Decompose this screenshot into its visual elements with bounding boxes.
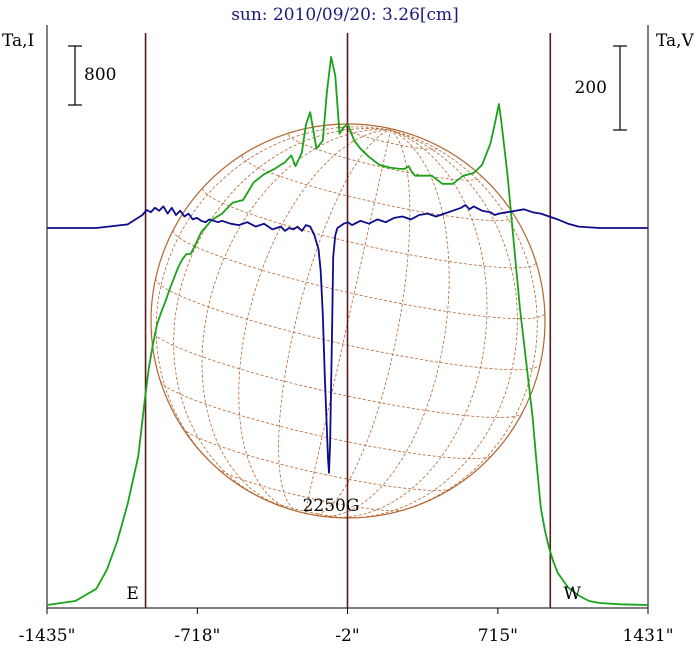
- chart-title: sun: 2010/09/20: 3.26[cm]: [231, 5, 459, 25]
- polarization-line: [47, 204, 648, 474]
- disk-parallel: [155, 278, 541, 371]
- limb-marker-w: W: [564, 584, 582, 604]
- series-group: [46, 56, 649, 606]
- disk-parallel: [241, 155, 515, 221]
- x-tick-label: -1435": [19, 626, 76, 646]
- intensity-line: [46, 56, 649, 606]
- scale-bars: 800 200: [68, 45, 627, 131]
- right-scale-label: 200: [575, 78, 607, 98]
- disk-parallel: [202, 188, 537, 269]
- x-axis-ticks: -1435" -718" -2" 715" 1431": [19, 608, 674, 646]
- peak-annotation: 2250G: [303, 496, 360, 516]
- disk-parallel: [339, 125, 440, 150]
- disk-meridian: [346, 129, 518, 519]
- disk-meridian: [328, 129, 488, 518]
- disk-meridian: [278, 129, 391, 512]
- left-scale-label: 800: [84, 65, 116, 85]
- disk-meridian: [304, 130, 392, 514]
- right-axis-label: Ta,V: [656, 31, 695, 51]
- disk-meridian: [173, 127, 391, 501]
- disk-parallel: [288, 134, 482, 181]
- disk-parallel: [159, 380, 493, 460]
- disk-parallel: [150, 329, 523, 418]
- limb-marker-e: E: [126, 584, 138, 604]
- disk-parallel: [262, 497, 351, 519]
- x-tick-label: -2": [335, 626, 359, 646]
- disk-parallel: [182, 427, 453, 491]
- x-tick-label: -718": [174, 626, 220, 646]
- disk-meridian: [311, 129, 411, 516]
- annotations: 2250G: [303, 496, 360, 516]
- disk-parallel: [216, 467, 404, 512]
- limb-lines: [144, 33, 552, 608]
- left-axis-label: Ta,I: [2, 31, 34, 51]
- x-tick-label: 715": [478, 626, 518, 646]
- x-tick-label: 1431": [622, 626, 673, 646]
